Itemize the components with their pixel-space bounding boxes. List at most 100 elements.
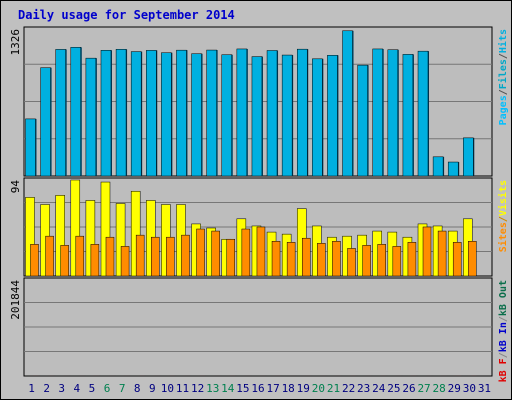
bars-visits [25,179,477,277]
bar-hits-day-3 [55,49,66,177]
bar-sites-day-18 [286,242,296,277]
bar-sites-day-28 [437,230,447,277]
bar-sites-day-21 [332,241,341,277]
legend-entry: / [498,316,509,322]
bar-hits-day-7 [115,49,127,177]
x-tick-label-day-24: 24 [372,382,386,395]
x-tick-label-day-13: 13 [206,382,219,395]
legend-entry: Visits [497,180,509,216]
bar-sites-day-16 [256,226,266,277]
x-tick-label-day-9: 9 [149,382,156,395]
bar-sites-day-15 [241,228,251,277]
bar-sites-day-12 [196,228,205,277]
bar-hits-day-17 [266,50,278,177]
legend-visits: Sites/Visits [497,180,509,252]
bar-hits-day-6 [100,50,112,177]
x-tick-label-day-11: 11 [176,382,189,395]
x-tick-label-day-15: 15 [236,382,249,395]
bar-hits-day-1 [25,118,36,177]
bar-visits-day-3 [55,195,65,277]
x-tick-label-day-5: 5 [89,382,96,395]
bar-sites-day-24 [377,244,386,277]
x-tick-label-day-2: 2 [43,382,50,395]
bar-sites-day-13 [211,230,220,277]
bar-hits-day-27 [417,50,429,177]
x-tick-label-day-8: 8 [134,382,141,395]
bar-visits-day-6 [100,181,111,277]
bar-visits-day-4 [70,179,81,277]
bar-hits-day-22 [342,30,353,177]
bar-visits-day-8 [130,190,141,277]
bar-hits-day-28 [432,156,444,177]
y-max-label-kbytes: 201844 [9,280,22,320]
bar-hits-day-19 [296,48,308,177]
legend-entry: / [498,352,509,358]
bar-sites-day-25 [392,246,402,277]
bar-hits-day-24 [372,48,383,177]
bar-sites-day-8 [135,234,145,277]
bar-sites-day-3 [60,245,69,277]
legend-entry: Hits [497,29,509,53]
bar-hits-day-14 [221,54,233,177]
y-max-label-hits: 1326 [9,29,22,56]
bar-sites-day-27 [422,226,432,277]
x-tick-label-day-30: 30 [463,382,476,395]
bar-hits-day-26 [402,54,414,177]
legend-entry: kB In [498,322,509,352]
bar-hits-day-4 [70,47,82,177]
bar-sites-day-26 [407,242,417,277]
bar-hits-day-15 [236,48,248,177]
panel-visits: 94 Sites/Visits [9,177,509,277]
bar-hits-day-12 [191,53,202,177]
x-tick-label-day-22: 22 [342,382,355,395]
bar-hits-day-21 [327,55,338,177]
panel-kbytes: 201844 kB F/kB In/kB Out [9,277,509,382]
bar-visits-day-7 [115,203,126,277]
legend-entry: / [498,53,509,59]
x-tick-label-day-18: 18 [282,382,295,395]
bar-hits-day-30 [463,137,474,177]
bar-hits-day-29 [447,161,459,177]
bar-sites-day-23 [362,245,371,277]
legend-entry: / [498,89,509,95]
bar-sites-day-9 [151,236,160,277]
bar-sites-day-4 [75,235,85,277]
bars-hits [25,30,475,177]
x-tick-label-day-21: 21 [327,382,340,395]
x-tick-label-day-12: 12 [191,382,204,395]
x-tick-label-day-16: 16 [251,382,264,395]
x-tick-label-day-29: 29 [448,382,461,395]
legend-entry: Pages [498,95,509,125]
x-tick-label-day-1: 1 [28,382,35,395]
legend-entry: Sites [497,222,509,252]
bar-hits-day-23 [357,64,368,177]
legend-entry: kB F [498,358,509,382]
x-tick-label-day-19: 19 [297,382,310,395]
legend-kbytes: kB F/kB In/kB Out [498,280,509,382]
bar-sites-day-14 [226,238,236,277]
bar-sites-day-1 [30,244,39,277]
x-tick-label-day-17: 17 [266,382,279,395]
bar-hits-day-5 [85,57,97,177]
x-tick-label-day-27: 27 [417,382,430,395]
y-max-label-visits: 94 [9,180,22,194]
bar-sites-day-19 [301,237,311,277]
x-tick-label-day-28: 28 [433,382,446,395]
bar-hits-day-16 [251,56,263,177]
bar-hits-day-8 [130,51,142,177]
bar-sites-day-22 [347,248,356,277]
bar-visits-day-1 [25,197,35,277]
bar-hits-day-11 [176,49,187,177]
bar-hits-day-20 [312,58,323,177]
chart-title: Daily usage for September 2014 [18,8,235,22]
bar-sites-day-10 [166,236,175,277]
bar-visits-day-5 [85,200,96,277]
x-tick-label-day-26: 26 [402,382,415,395]
bar-hits-day-18 [281,54,293,177]
x-tick-label-day-3: 3 [58,382,65,395]
bar-sites-day-2 [45,235,54,277]
x-tick-label-day-6: 6 [104,382,111,395]
x-tick-label-day-4: 4 [74,382,81,395]
